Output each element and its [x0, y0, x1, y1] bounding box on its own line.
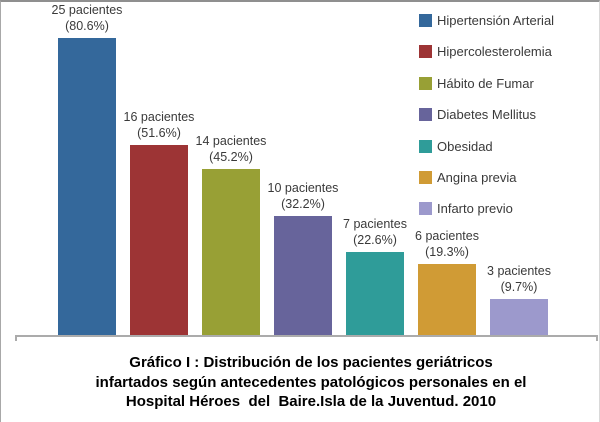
legend-item-habito-de-fumar: Hábito de Fumar: [419, 76, 534, 91]
legend-item-label: Hipertensión Arterial: [437, 13, 555, 28]
bar-percent-text: (45.2%): [209, 150, 253, 164]
legend-item-label: Diabetes Mellitus: [437, 107, 536, 122]
x-axis-tick-right: [596, 335, 598, 341]
bar-percent-text: (22.6%): [353, 233, 397, 247]
bar-value-label-hipertension-arterial: 25 pacientes (80.6%): [17, 2, 157, 34]
legend-color-swatch-icon: [419, 14, 432, 27]
bar-diabetes-mellitus: [274, 216, 332, 335]
bar-hipercolesterolemia: [130, 145, 188, 335]
bar-obesidad: [346, 252, 404, 335]
bar-count-text: 14 pacientes: [195, 134, 267, 148]
x-axis-line: [15, 335, 598, 337]
legend-item-angina-previa: Angina previa: [419, 170, 517, 185]
bar-angina-previa: [418, 264, 476, 335]
legend-item-label: Hábito de Fumar: [437, 76, 534, 91]
chart-caption: Gráfico I : Distribución de los paciente…: [95, 354, 527, 410]
legend-color-swatch-icon: [419, 171, 432, 184]
bar-value-label-angina-previa: 6 pacientes (19.3%): [377, 228, 517, 260]
legend-item-label: Angina previa: [437, 170, 517, 185]
legend-item-diabetes-mellitus: Diabetes Mellitus: [419, 107, 536, 122]
bar-percent-text: (32.2%): [281, 197, 325, 211]
legend-color-swatch-icon: [419, 45, 432, 58]
bar-habito-de-fumar: [202, 169, 260, 335]
bar-value-label-hipercolesterolemia: 16 pacientes (51.6%): [89, 109, 229, 141]
bar-count-text: 25 pacientes: [51, 3, 123, 17]
legend-item-infarto-previo: Infarto previo: [419, 201, 513, 216]
bar-value-label-infarto-previo: 3 pacientes (9.7%): [449, 263, 589, 295]
bar-count-text: 16 pacientes: [123, 110, 195, 124]
legend-item-label: Infarto previo: [437, 201, 513, 216]
legend-item-hipercolesterolemia: Hipercolesterolemia: [419, 44, 552, 59]
legend-color-swatch-icon: [419, 108, 432, 121]
bar-percent-text: (9.7%): [500, 280, 538, 294]
bar-infarto-previo: [490, 299, 548, 335]
legend-item-obesidad: Obesidad: [419, 139, 493, 154]
x-axis-tick-left: [15, 335, 17, 341]
bar-percent-text: (80.6%): [65, 19, 109, 33]
legend-item-label: Obesidad: [437, 139, 493, 154]
bar-count-text: 6 pacientes: [415, 229, 479, 243]
bar-value-label-obesidad: 7 pacientes (22.6%): [305, 216, 445, 248]
legend-color-swatch-icon: [419, 140, 432, 153]
bar-count-text: 3 pacientes: [487, 264, 551, 278]
bar-percent-text: (51.6%): [137, 126, 181, 140]
legend-item-label: Hipercolesterolemia: [437, 44, 552, 59]
bar-value-label-diabetes-mellitus: 10 pacientes (32.2%): [233, 180, 373, 212]
bar-percent-text: (19.3%): [425, 245, 469, 259]
bar-hipertension-arterial: [58, 38, 116, 335]
legend-item-hipertension-arterial: Hipertensión Arterial: [419, 13, 554, 28]
bar-count-text: 10 pacientes: [267, 181, 339, 195]
legend-color-swatch-icon: [419, 77, 432, 90]
bar-value-label-habito-de-fumar: 14 pacientes (45.2%): [161, 133, 301, 165]
legend-color-swatch-icon: [419, 202, 432, 215]
bar-count-text: 7 pacientes: [343, 217, 407, 231]
